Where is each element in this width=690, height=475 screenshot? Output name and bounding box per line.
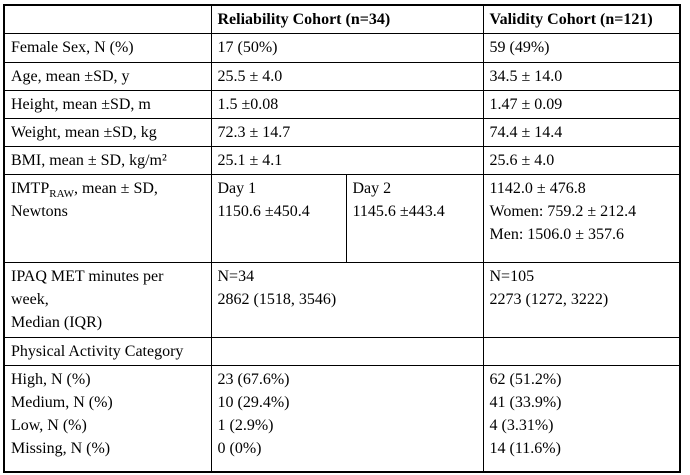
cell-pa-category-validity	[482, 337, 681, 366]
cell-pa-category-reliability	[210, 337, 484, 366]
cell-pa-levels-validity: 62 (51.2%) 41 (33.9%) 4 (3.31%) 14 (11.6…	[482, 365, 681, 472]
cohort-characteristics-table: Reliability Cohort (n=34) Validity Cohor…	[3, 4, 681, 473]
table-row-bmi: BMI, mean ± SD, kg/m² 25.1 ± 4.1 25.6 ± …	[3, 146, 681, 175]
row-imtp-label: IMTPRAW, mean ± SD, Newtons	[3, 174, 212, 263]
row-female-sex-label: Female Sex, N (%)	[3, 33, 212, 63]
cell-bmi-validity: 25.6 ± 4.0	[482, 146, 681, 175]
imtp-label-subscript: RAW	[49, 188, 75, 201]
table-row-weight: Weight, mean ±SD, kg 72.3 ± 14.7 74.4 ± …	[3, 118, 681, 147]
row-ipaq-label: IPAQ MET minutes per week, Median (IQR)	[3, 262, 212, 338]
row-pa-levels-label: High, N (%) Medium, N (%) Low, N (%) Mis…	[3, 365, 212, 472]
row-age-label: Age, mean ±SD, y	[3, 62, 212, 91]
row-pa-category-label: Physical Activity Category	[3, 337, 212, 366]
row-weight-label: Weight, mean ±SD, kg	[3, 118, 212, 147]
table-row-height: Height, mean ±SD, m 1.5 ±0.08 1.47 ± 0.0…	[3, 90, 681, 119]
table-row-pa-levels: High, N (%) Medium, N (%) Low, N (%) Mis…	[3, 365, 681, 472]
cell-age-reliability: 25.5 ± 4.0	[210, 62, 484, 91]
table-row-pa-category: Physical Activity Category	[3, 337, 681, 366]
table-row-imtp: IMTPRAW, mean ± SD, Newtons Day 1 1150.6…	[3, 174, 681, 263]
cell-imtp-validity: 1142.0 ± 476.8 Women: 759.2 ± 212.4 Men:…	[482, 174, 681, 263]
table-header-row: Reliability Cohort (n=34) Validity Cohor…	[3, 4, 681, 34]
imtp-label-rest: , mean ± SD, Newtons	[11, 180, 158, 220]
cell-height-reliability: 1.5 ±0.08	[210, 90, 484, 119]
row-height-label: Height, mean ±SD, m	[3, 90, 212, 119]
cell-imtp-day2: Day 2 1145.6 ±443.4	[345, 174, 484, 263]
cell-bmi-reliability: 25.1 ± 4.1	[210, 146, 484, 175]
header-reliability-cohort: Reliability Cohort (n=34)	[210, 4, 484, 34]
imtp-label-base: IMTP	[11, 180, 50, 197]
header-validity-cohort: Validity Cohort (n=121)	[482, 4, 681, 34]
cell-ipaq-validity: N=105 2273 (1272, 3222)	[482, 262, 681, 338]
cell-weight-validity: 74.4 ± 14.4	[482, 118, 681, 147]
table-row-ipaq: IPAQ MET minutes per week, Median (IQR) …	[3, 262, 681, 338]
cell-pa-levels-reliability: 23 (67.6%) 10 (29.4%) 1 (2.9%) 0 (0%)	[210, 365, 484, 472]
header-empty-cell	[3, 4, 212, 34]
cell-female-sex-validity: 59 (49%)	[482, 33, 681, 63]
cell-imtp-day1: Day 1 1150.6 ±450.4	[210, 174, 347, 263]
table-row-female-sex: Female Sex, N (%) 17 (50%) 59 (49%)	[3, 33, 681, 63]
row-bmi-label: BMI, mean ± SD, kg/m²	[3, 146, 212, 175]
cell-ipaq-reliability: N=34 2862 (1518, 3546)	[210, 262, 484, 338]
cell-age-validity: 34.5 ± 14.0	[482, 62, 681, 91]
cell-female-sex-reliability: 17 (50%)	[210, 33, 484, 63]
table-row-age: Age, mean ±SD, y 25.5 ± 4.0 34.5 ± 14.0	[3, 62, 681, 91]
cell-weight-reliability: 72.3 ± 14.7	[210, 118, 484, 147]
cell-height-validity: 1.47 ± 0.09	[482, 90, 681, 119]
